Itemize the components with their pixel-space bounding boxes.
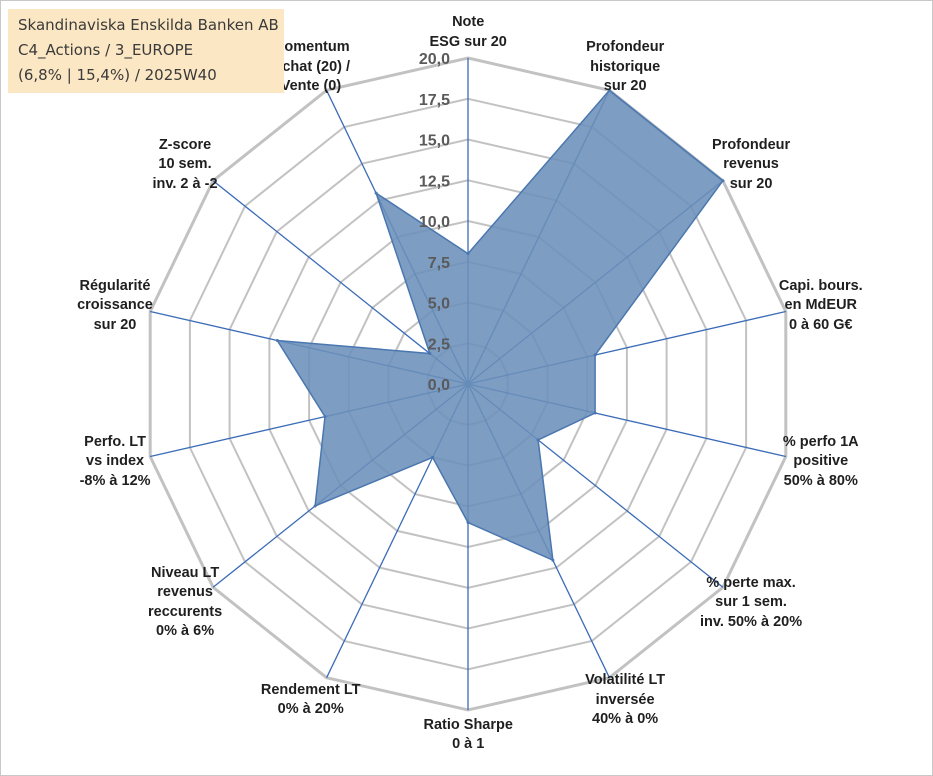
axis-spoke (212, 180, 469, 385)
axis-label-line: 0% à 6% (156, 623, 215, 640)
tick-label: 2,5 (428, 336, 450, 353)
axis-label-line: % perfo 1A (782, 433, 859, 450)
axis-label-line: Perfo. LT (84, 433, 146, 450)
series-point (323, 415, 327, 419)
series-point (551, 558, 555, 562)
tick-label: 10,0 (419, 214, 450, 231)
axis-label: Régularité croissance sur 20 (77, 277, 153, 336)
axis-label: % perte max. sur 1 sem. inv. 50% à 20% (700, 574, 802, 633)
axis-label-line: Profondeur (712, 136, 791, 153)
axis-label: Rendement LT 0% à 20% (261, 681, 361, 720)
radar-series (275, 88, 725, 562)
axis-label-line: sur 1 sem. (715, 594, 787, 611)
axis-label-line: sur 20 (93, 316, 137, 333)
axis-label-line: vs index (86, 453, 145, 470)
axis-label: Ratio Sharpe 0 à 1 (424, 716, 513, 755)
axis-label-line: sur 20 (603, 78, 647, 95)
tick-label: 0,0 (428, 377, 450, 394)
series-point (593, 353, 597, 357)
axis-label-line: Rendement LT (260, 681, 361, 698)
series-point (593, 411, 597, 415)
axis-label-line: Régularité (79, 277, 151, 294)
portfolio-category: C4_Actions / 3_EUROPE (18, 41, 194, 59)
axis-label-line: % perte max. (706, 574, 796, 591)
axis-label-line: Capi. bours. (778, 277, 863, 294)
series-point (721, 179, 725, 183)
axis-label-line: Niveau LT (150, 564, 220, 581)
axis-label-line: Profondeur (586, 39, 665, 56)
series-point (607, 88, 611, 92)
axis-label-line: positive (793, 453, 849, 470)
axis-label-line: 0 à 60 G€ (788, 316, 853, 333)
axis-label-line: historique (590, 58, 661, 75)
tick-label: 5,0 (428, 296, 450, 313)
series-point (466, 521, 470, 524)
tick-label: 20,0 (419, 51, 450, 68)
axis-label-line: Z-score (158, 136, 212, 153)
axis-label: Z-score 10 sem. inv. 2 à -2 (153, 136, 218, 195)
series-area (275, 89, 724, 562)
series-point (431, 455, 435, 459)
axis-label-line: Note (452, 14, 485, 31)
axis-label-line: en MdEUR (784, 297, 858, 314)
axis-label: Momentum Achat (20) / Vente (0) (272, 38, 350, 97)
axis-label: Volatilité LT inversée 40% à 0% (585, 671, 665, 730)
axis-label-line: 40% à 0% (592, 711, 659, 728)
radar-tick-labels: 0,0 2,5 5,0 7,5 10,0 12,5 15,0 17,5 20,0 (419, 51, 450, 394)
axis-label-line: Momentum (272, 39, 350, 56)
axis-label-line: Achat (20) / (271, 58, 351, 75)
axis-label-line: 50% à 80% (783, 472, 858, 489)
score-and-week: (6,8% | 15,4%) / 2025W40 (18, 66, 217, 84)
axis-label-line: revenus (157, 584, 213, 601)
axis-label-line: revenus (723, 156, 779, 173)
axis-label-line: inv. 2 à -2 (152, 175, 218, 192)
axis-label: Profondeur historique sur 20 (586, 38, 664, 97)
tick-label: 7,5 (428, 255, 450, 272)
series-point (428, 352, 432, 355)
series-point (536, 438, 540, 442)
tick-label: 15,0 (419, 133, 450, 150)
tick-label: 12,5 (419, 173, 450, 190)
company-name: Skandinaviska Enskilda Banken AB (18, 16, 279, 34)
tick-label: 17,5 (419, 92, 450, 109)
axis-label-line: Volatilité LT (585, 672, 666, 689)
axis-label-line: reccurents (148, 603, 223, 620)
axis-label-line: 10 sem. (158, 156, 212, 173)
series-point (313, 504, 317, 508)
axis-label: Capi. bours. en MdEUR 0 à 60 G€ (779, 277, 863, 336)
axis-label-line: ESG sur 20 (429, 33, 507, 50)
axis-label-line: -8% à 12% (79, 472, 151, 489)
axis-label-line: croissance (77, 297, 153, 314)
axis-label: Note ESG sur 20 (430, 13, 507, 52)
axis-label: Niveau LT revenus reccurents 0% à 6% (148, 564, 222, 642)
axis-label-line: sur 20 (729, 175, 773, 192)
axis-label-line: inversée (595, 691, 655, 708)
series-point (374, 191, 378, 195)
info-box: Skandinaviska Enskilda Banken AB C4_Acti… (8, 9, 284, 93)
axis-label: Profondeur revenus sur 20 (712, 136, 790, 195)
axis-label-line: Ratio Sharpe (423, 716, 513, 733)
axis-label: Perfo. LT vs index -8% à 12% (80, 433, 151, 492)
axis-label-line: Vente (0) (280, 78, 342, 95)
series-point (275, 339, 279, 342)
axis-label-line: inv. 50% à 20% (700, 613, 803, 630)
axis-label-line: 0% à 20% (277, 701, 344, 718)
series-point (466, 252, 470, 256)
axis-label: % perfo 1A positive 50% à 80% (783, 433, 859, 492)
axis-label-line: 0 à 1 (452, 736, 485, 753)
